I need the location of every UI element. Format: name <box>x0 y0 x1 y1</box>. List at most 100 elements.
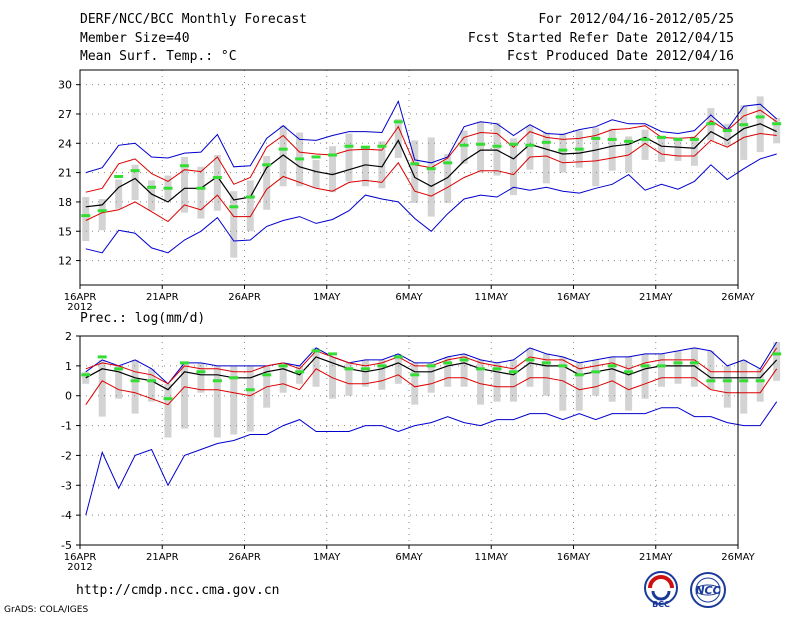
ensemble-bar <box>345 362 353 396</box>
ensemble-bar <box>658 135 666 162</box>
x-tick-label: 16APR <box>64 552 97 563</box>
ensemble-bar <box>427 137 435 217</box>
ensemble-bar <box>444 154 452 203</box>
ncc-logo: NCC <box>690 572 726 608</box>
ensemble-bar <box>361 359 369 387</box>
ensemble-bar <box>131 359 139 414</box>
x-tick-label: 6MAY <box>395 552 423 563</box>
min-envelope-line <box>85 153 777 254</box>
grads-credit: GrADS: COLA/IGES <box>4 605 89 615</box>
x-tick-label: 26APR <box>228 292 261 303</box>
x-tick-label: 11MAY <box>474 292 508 303</box>
ensemble-bar <box>608 128 616 171</box>
ensemble-bar <box>246 365 254 432</box>
x-tick-label: 1MAY <box>313 552 341 563</box>
ensemble-bar <box>361 147 369 187</box>
x-tick-label: 1MAY <box>313 292 341 303</box>
plot-frame <box>79 335 739 546</box>
ensemble-bar <box>575 362 583 411</box>
ensemble-bar <box>559 356 567 411</box>
source-url[interactable]: http://cmdp.ncc.cma.gov.cn <box>76 583 280 598</box>
ncc-logo-text: NCC <box>695 584 720 597</box>
y-tick-label: 18 <box>58 196 72 209</box>
ensemble-bar <box>263 156 271 210</box>
x-tick-label: 11MAY <box>474 552 508 563</box>
ensemble-bar <box>180 156 188 213</box>
panel-precipitation: -5 -4 -3 -2 -1 0 1 2 16APR 21APR 26APR 1MAY 6MAY 11MA… <box>61 311 782 573</box>
ensemble-bar <box>542 132 550 184</box>
ensemble-bar <box>658 353 666 387</box>
max-envelope-line <box>85 99 778 174</box>
x-tick-label: 21MAY <box>639 292 673 303</box>
lower-spread-line <box>85 132 777 223</box>
x-tick-label: 6MAY <box>395 292 423 303</box>
y-tick-label: 0 <box>65 390 72 403</box>
ensemble-bar <box>180 362 188 429</box>
variable-label: Mean Surf. Temp.: °C <box>80 49 237 64</box>
x-tick-label: 21APR <box>146 552 179 563</box>
ensemble-bar <box>115 179 123 209</box>
ensemble-bar <box>493 362 501 402</box>
ensemble-bar <box>592 359 600 396</box>
ensemble-bar <box>230 365 238 435</box>
ensemble-bar <box>98 199 106 231</box>
x-tick-label: 16MAY <box>557 292 591 303</box>
ensemble-bar <box>674 137 682 161</box>
y-tick-label: 24 <box>58 137 72 150</box>
x-tick-label: 26MAY <box>721 552 755 563</box>
forecast-period: For 2012/04/16-2012/05/25 <box>538 12 734 27</box>
plot-frame <box>79 69 739 286</box>
x-tick-label: 21MAY <box>639 552 673 563</box>
ensemble-bar <box>526 347 534 387</box>
ensemble-bar <box>542 353 550 396</box>
ensemble-bar <box>115 365 123 399</box>
ensemble-bar <box>148 180 156 211</box>
forecast-start-date: Fcst Started Refer Date 2012/04/15 <box>467 31 734 46</box>
ensemble-bar <box>625 356 633 411</box>
forecast-produced-date: Fcst Produced Date 2012/04/16 <box>507 49 734 64</box>
precip-title: Prec.: log(mm/d) <box>80 311 205 326</box>
panel-temperature: 12 15 18 21 24 27 30 16APR 21APR 26APR 1MAY 6MAY 11M… <box>58 69 782 313</box>
ensemble-bar <box>246 180 254 232</box>
ensemble-bar <box>756 368 764 402</box>
ensemble-bar <box>394 353 402 384</box>
x-tick-label: 26MAY <box>721 292 755 303</box>
ensemble-bar <box>213 155 221 211</box>
ensemble-bar <box>477 121 485 173</box>
y-tick-label: 21 <box>58 167 72 180</box>
y-tick-label: 30 <box>58 79 72 92</box>
ensemble-bar <box>213 365 221 438</box>
ensemble-bar <box>312 159 320 189</box>
ensemble-bar <box>164 383 172 438</box>
ensemble-bar <box>279 125 287 187</box>
chart-title: DERF/NCC/BCC Monthly Forecast <box>80 12 307 27</box>
ensemble-bar <box>723 365 731 408</box>
ensemble-bar <box>98 359 106 417</box>
ensemble-bar <box>592 127 600 187</box>
ensemble-bar <box>641 129 649 160</box>
bcc-logo: BCC <box>644 571 678 609</box>
ensemble-bar <box>509 138 517 196</box>
ensemble-bar <box>82 197 90 242</box>
y-tick-label: -1 <box>61 420 72 433</box>
ensemble-bar <box>690 347 698 387</box>
ensemble-bar <box>707 350 715 390</box>
member-size-label: Member Size=40 <box>80 31 190 46</box>
ensemble-bar <box>329 146 337 193</box>
y-tick-label: -3 <box>61 479 72 492</box>
ensemble-bar <box>411 140 419 203</box>
ensemble-bar <box>740 105 748 160</box>
ensemble-bar <box>559 133 567 173</box>
ensemble-bar <box>378 359 386 390</box>
x-year-label: 2012 <box>67 302 92 313</box>
ensemble-bar <box>493 122 501 176</box>
ensemble-bar <box>773 341 781 381</box>
ensemble-bar <box>509 359 517 402</box>
x-tick-label: 16APR <box>64 292 97 303</box>
y-tick-label: 15 <box>58 225 72 238</box>
y-tick-label: 1 <box>65 360 72 373</box>
ensemble-bar <box>197 166 205 219</box>
max-envelope-line <box>85 341 778 385</box>
min-envelope-line <box>85 401 778 516</box>
